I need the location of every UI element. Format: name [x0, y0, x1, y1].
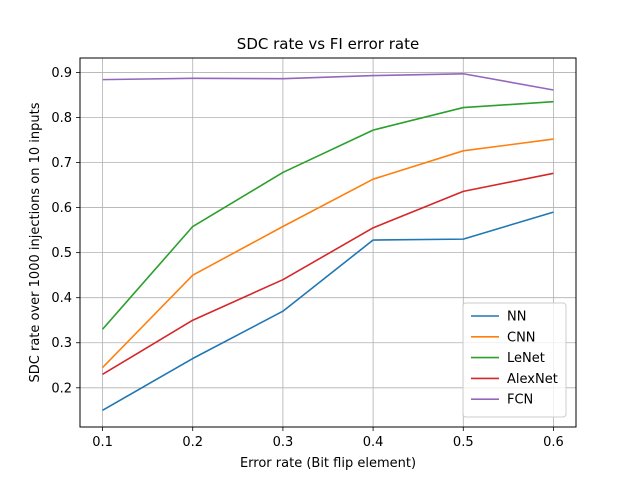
series-lines — [101, 72, 554, 412]
x-tick-label: 0.2 — [182, 435, 203, 450]
series-line-lenet — [101, 100, 554, 330]
y-tick-label: 0.5 — [51, 246, 72, 261]
y-tick-label: 0.9 — [51, 66, 72, 81]
y-tick-label: 0.7 — [51, 156, 72, 171]
x-tick-label: 0.1 — [92, 435, 113, 450]
legend-label: LeNet — [507, 351, 545, 366]
legend-label: CNN — [507, 330, 536, 345]
y-tick-label: 0.8 — [51, 111, 72, 126]
x-tick-label: 0.5 — [453, 435, 474, 450]
legend-box — [462, 302, 567, 418]
y-tick-label: 0.6 — [51, 201, 72, 216]
grid-lines — [80, 58, 576, 427]
axis-ticks: 0.1 0.2 0.3 0.4 0.5 0.6 0.2 0.3 0.4 0.5 0.6 0.7 0.8 0… — [51, 66, 563, 450]
legend-label: AlexNet — [507, 372, 558, 387]
series-line-nn — [102, 211, 554, 412]
legend-label: NN — [507, 310, 526, 325]
chart-title: SDC rate vs FI error rate — [237, 35, 419, 53]
x-tick-label: 0.4 — [363, 435, 384, 450]
plot-area-frame — [79, 57, 577, 428]
x-tick-label: 0.3 — [273, 435, 294, 450]
legend-label: FCN — [507, 393, 533, 408]
series-line-cnn — [101, 138, 554, 369]
series-line-fcn — [102, 72, 554, 91]
y-tick-label: 0.3 — [51, 336, 72, 351]
x-axis-label: Error rate (Bit flip element) — [240, 456, 416, 471]
y-tick-label: 0.4 — [51, 291, 72, 306]
y-axis-label: SDC rate over 1000 injections on 10 inpu… — [28, 102, 43, 382]
series-line-alexnet — [102, 172, 554, 375]
x-tick-label: 0.6 — [543, 435, 564, 450]
legend: NN CNN LeNet AlexNet FCN — [462, 302, 567, 418]
y-tick-label: 0.2 — [51, 381, 72, 396]
